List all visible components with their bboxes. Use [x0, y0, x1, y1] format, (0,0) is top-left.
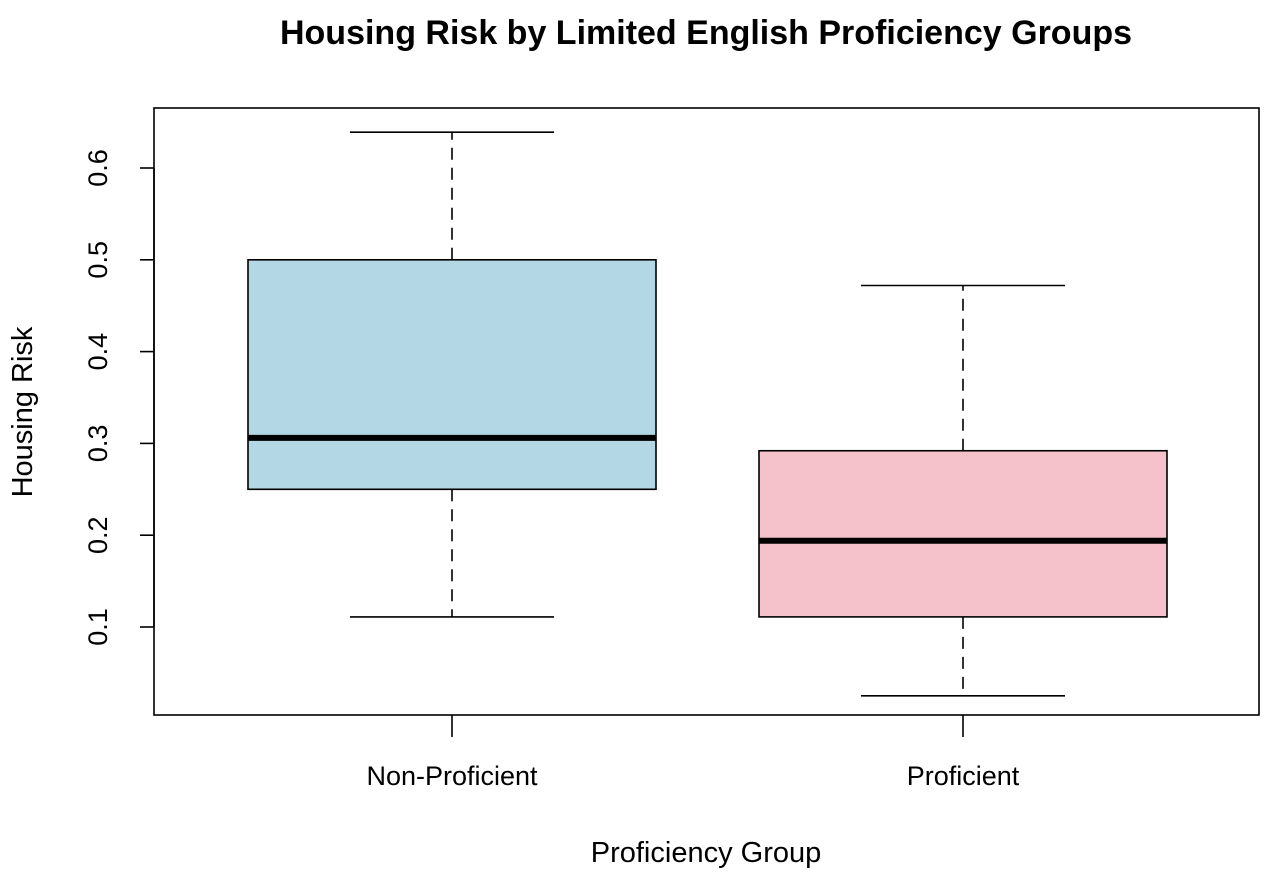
y-tick-label: 0.3: [83, 425, 113, 463]
y-axis: 0.1 0.2 0.3 0.4 0.5 0.6: [83, 149, 155, 646]
y-tick-label: 0.2: [83, 516, 113, 554]
box-iqr: [758, 449, 1168, 618]
y-tick-label: 0.4: [83, 333, 113, 371]
chart-title: Housing Risk by Limited English Proficie…: [280, 14, 1132, 52]
x-tick-label: Proficient: [907, 761, 1020, 791]
box-iqr: [247, 258, 657, 491]
box-series: [247, 131, 1168, 697]
x-axis-label: Proficiency Group: [591, 837, 822, 869]
x-axis: Non-Proficient Proficient: [366, 715, 1020, 791]
y-tick-label: 0.1: [83, 608, 113, 646]
y-axis-label: Housing Risk: [7, 326, 39, 497]
y-tick-label: 0.5: [83, 241, 113, 279]
y-tick-label: 0.6: [83, 149, 113, 187]
x-tick-label: Non-Proficient: [366, 761, 538, 791]
